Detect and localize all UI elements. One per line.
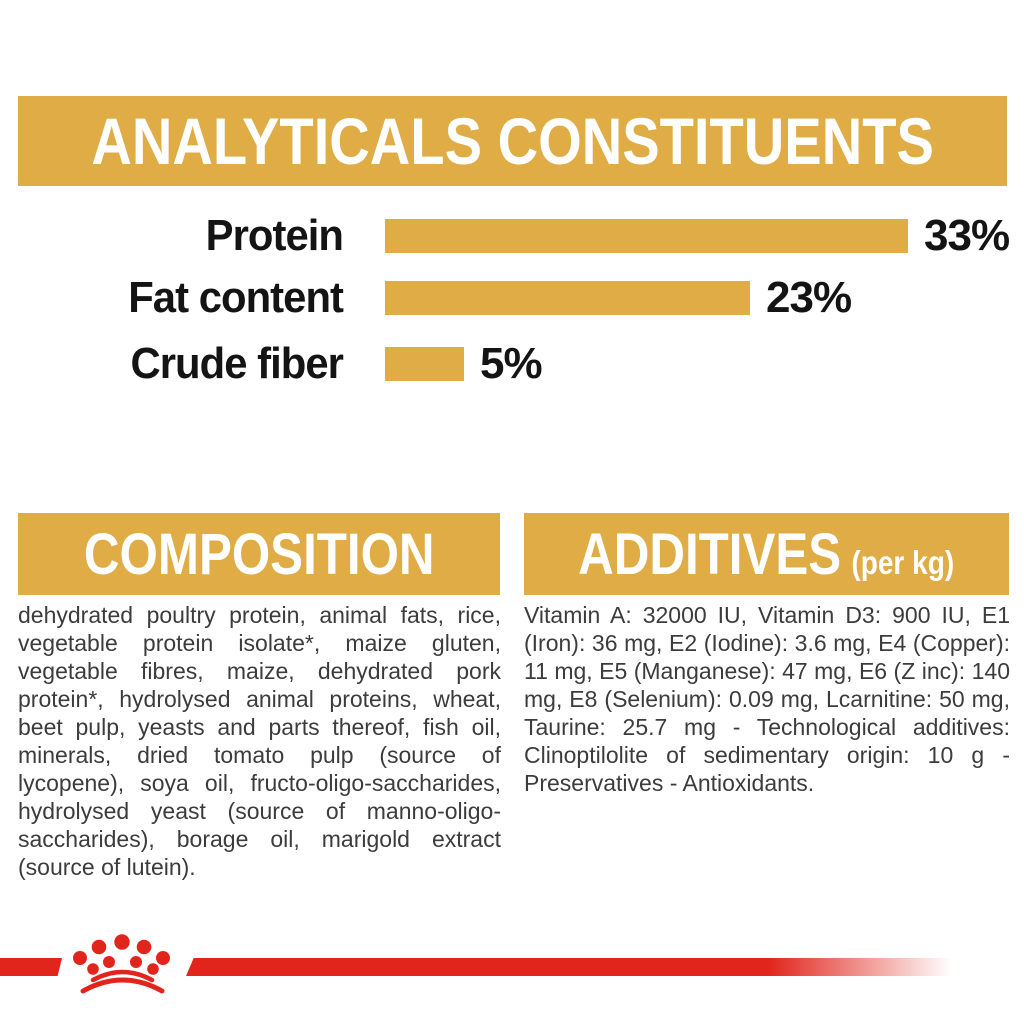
composition-body: dehydrated poultry protein, animal fats,…	[18, 602, 501, 880]
additives-body: Vitamin A: 32000 IU, Vitamin D3: 900 IU,…	[524, 602, 1010, 796]
chart-row: Crude fiber 5%	[0, 339, 1024, 388]
nutrient-value: 23%	[766, 273, 852, 322]
royal-canin-crown-logo	[73, 934, 170, 994]
nutrient-bar	[385, 281, 750, 315]
chart-row: Fat content 23%	[0, 273, 1024, 322]
composition-banner: COMPOSITION	[18, 513, 500, 595]
nutrient-label: Fat content	[128, 273, 344, 322]
divider-line-left	[0, 958, 62, 976]
analyticals-title: ANALYTICALS CONSTITUENTS	[91, 104, 934, 178]
nutrient-value: 5%	[480, 339, 543, 388]
analyticals-banner: ANALYTICALS CONSTITUENTS	[18, 96, 1007, 186]
composition-title: COMPOSITION	[83, 521, 435, 587]
nutrient-label: Protein	[205, 211, 344, 260]
nutrient-bar	[385, 347, 464, 381]
divider-line-right	[186, 958, 952, 976]
nutrient-value: 33%	[924, 211, 1010, 260]
additives-title: ADDITIVES	[578, 521, 842, 587]
chart-row: Protein 33%	[0, 211, 1024, 260]
additives-banner: ADDITIVES (per kg)	[524, 513, 1009, 595]
additives-subtitle: (per kg)	[851, 543, 955, 581]
additives-title-group: ADDITIVES (per kg)	[578, 521, 954, 588]
nutrient-label: Crude fiber	[130, 339, 343, 388]
nutrient-bar	[385, 219, 908, 253]
